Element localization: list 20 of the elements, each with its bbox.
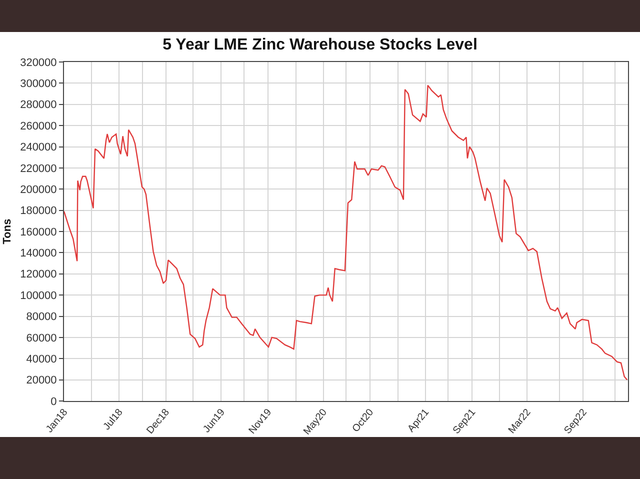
y-tick-label: 320000 xyxy=(20,56,57,69)
y-tick-label: 40000 xyxy=(26,353,57,366)
y-tick-label: 200000 xyxy=(20,184,57,196)
y-tick-label: 0 xyxy=(50,396,57,408)
y-axis-title: Tons xyxy=(2,218,14,244)
y-tick-label: 280000 xyxy=(20,99,57,112)
chart-title: 5 Year LME Zinc Warehouse Stocks Level xyxy=(162,36,478,54)
y-tick-label: 160000 xyxy=(20,226,57,238)
y-tick-label: 120000 xyxy=(20,268,57,281)
y-tick-label: 220000 xyxy=(20,162,57,175)
y-tick-label: 20000 xyxy=(26,374,57,387)
y-tick-label: 100000 xyxy=(20,290,57,302)
y-tick-label: 240000 xyxy=(20,142,57,154)
line-series xyxy=(64,84,628,380)
y-tick-label: 180000 xyxy=(20,205,57,218)
y-tick-label: 300000 xyxy=(20,78,57,90)
y-tick-label: 140000 xyxy=(20,248,57,260)
y-tick-label: 60000 xyxy=(26,332,57,344)
y-tick-label: 260000 xyxy=(20,120,57,132)
y-tick-label: 80000 xyxy=(26,311,57,324)
